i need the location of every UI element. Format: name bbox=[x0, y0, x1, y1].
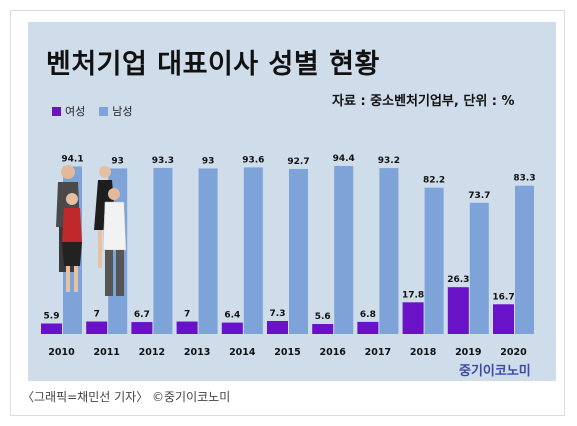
bar-female-2014 bbox=[221, 322, 243, 334]
bar-male-2015 bbox=[289, 168, 308, 334]
tick-label-2019: 2019 bbox=[455, 347, 481, 358]
tick-label-2017: 2017 bbox=[365, 347, 391, 358]
x-axis-ticks: 2010 2011 2012 2013 2014 2015 2016 2017 2018 2019… bbox=[48, 347, 527, 358]
legend-label-female: 여성 bbox=[65, 105, 86, 118]
bar-female-2015 bbox=[267, 321, 288, 334]
tick-label-2014: 2014 bbox=[229, 347, 256, 358]
legend: 여성 남성 bbox=[52, 103, 133, 119]
label-female-2016: 5.6 bbox=[315, 312, 331, 322]
people-illustration bbox=[56, 165, 127, 296]
bar-male-2019 bbox=[469, 202, 489, 334]
label-male-2012: 93.3 bbox=[152, 156, 174, 166]
person-man-white-shirt bbox=[102, 188, 127, 296]
label-female-2020: 16.7 bbox=[492, 292, 514, 302]
tick-label-2020: 2020 bbox=[500, 347, 527, 358]
label-male-2015: 92.7 bbox=[287, 157, 309, 167]
bar-male-2016 bbox=[334, 165, 354, 334]
bar-female-2018 bbox=[402, 302, 424, 334]
label-female-2017: 6.8 bbox=[360, 310, 376, 320]
label-male-2010: 94.1 bbox=[61, 155, 83, 165]
label-female-2019: 26.3 bbox=[447, 275, 469, 285]
legend-item-male: 남성 bbox=[99, 103, 133, 119]
tick-label-2016: 2016 bbox=[319, 347, 346, 358]
legend-label-male: 남성 bbox=[112, 105, 133, 118]
bar-female-2010 bbox=[41, 323, 62, 334]
legend-item-female: 여성 bbox=[52, 103, 85, 119]
label-male-2019: 73.7 bbox=[468, 191, 490, 201]
legend-swatch-male bbox=[99, 106, 109, 116]
bar-male-2013 bbox=[198, 168, 218, 334]
bar-male-2014 bbox=[243, 167, 263, 334]
label-male-2011: 93 bbox=[111, 156, 124, 166]
bar-male-2017 bbox=[379, 168, 399, 334]
label-female-2013: 7 bbox=[184, 310, 190, 320]
tick-label-2015: 2015 bbox=[274, 347, 300, 358]
tick-label-2013: 2013 bbox=[184, 347, 210, 358]
label-female-2012: 6.7 bbox=[134, 310, 150, 320]
label-male-2017: 93.2 bbox=[378, 156, 400, 166]
legend-swatch-female bbox=[52, 106, 61, 116]
label-female-2015: 7.3 bbox=[270, 309, 286, 319]
tick-label-2011: 2011 bbox=[93, 347, 119, 358]
image-caption: 〈그래픽=채민선 기자〉 ©중기이코노미 bbox=[22, 390, 231, 404]
brand-logo-text: 중기이코노미 bbox=[459, 364, 531, 379]
tick-label-2010: 2010 bbox=[48, 347, 75, 358]
bar-male-2018 bbox=[424, 187, 444, 334]
tick-label-2018: 2018 bbox=[410, 347, 437, 358]
bar-female-2019 bbox=[447, 287, 469, 334]
bar-male-2012 bbox=[153, 167, 173, 334]
label-male-2018: 82.2 bbox=[423, 176, 445, 186]
label-male-2014: 93.6 bbox=[242, 155, 264, 165]
source-note: 자료 : 중소벤처기업부, 단위 : % bbox=[332, 94, 515, 109]
bar-female-2017 bbox=[357, 321, 379, 334]
bar-male-2020 bbox=[515, 185, 534, 334]
label-female-2018: 17.8 bbox=[402, 290, 424, 300]
label-male-2020: 83.3 bbox=[513, 174, 535, 184]
label-male-2013: 93 bbox=[202, 156, 215, 166]
bar-female-2013 bbox=[176, 321, 198, 334]
bar-female-2011 bbox=[86, 321, 108, 334]
chart-title: 벤처기업 대표이사 성별 현황 bbox=[46, 49, 380, 80]
bar-female-2020 bbox=[493, 304, 514, 334]
bar-female-2012 bbox=[131, 322, 153, 334]
person-woman-red bbox=[62, 193, 82, 292]
label-female-2014: 6.4 bbox=[224, 311, 240, 321]
label-female-2010: 5.9 bbox=[44, 311, 60, 321]
label-female-2011: 7 bbox=[94, 310, 100, 320]
label-male-2016: 94.4 bbox=[333, 154, 355, 164]
bar-female-2016 bbox=[312, 324, 334, 334]
bar-chart: 5.9 94.1 7 93 6.7 93.3 7 93 6.4 93.6 7.3 92.7 5.6 94.… bbox=[41, 154, 536, 358]
tick-label-2012: 2012 bbox=[139, 347, 165, 358]
